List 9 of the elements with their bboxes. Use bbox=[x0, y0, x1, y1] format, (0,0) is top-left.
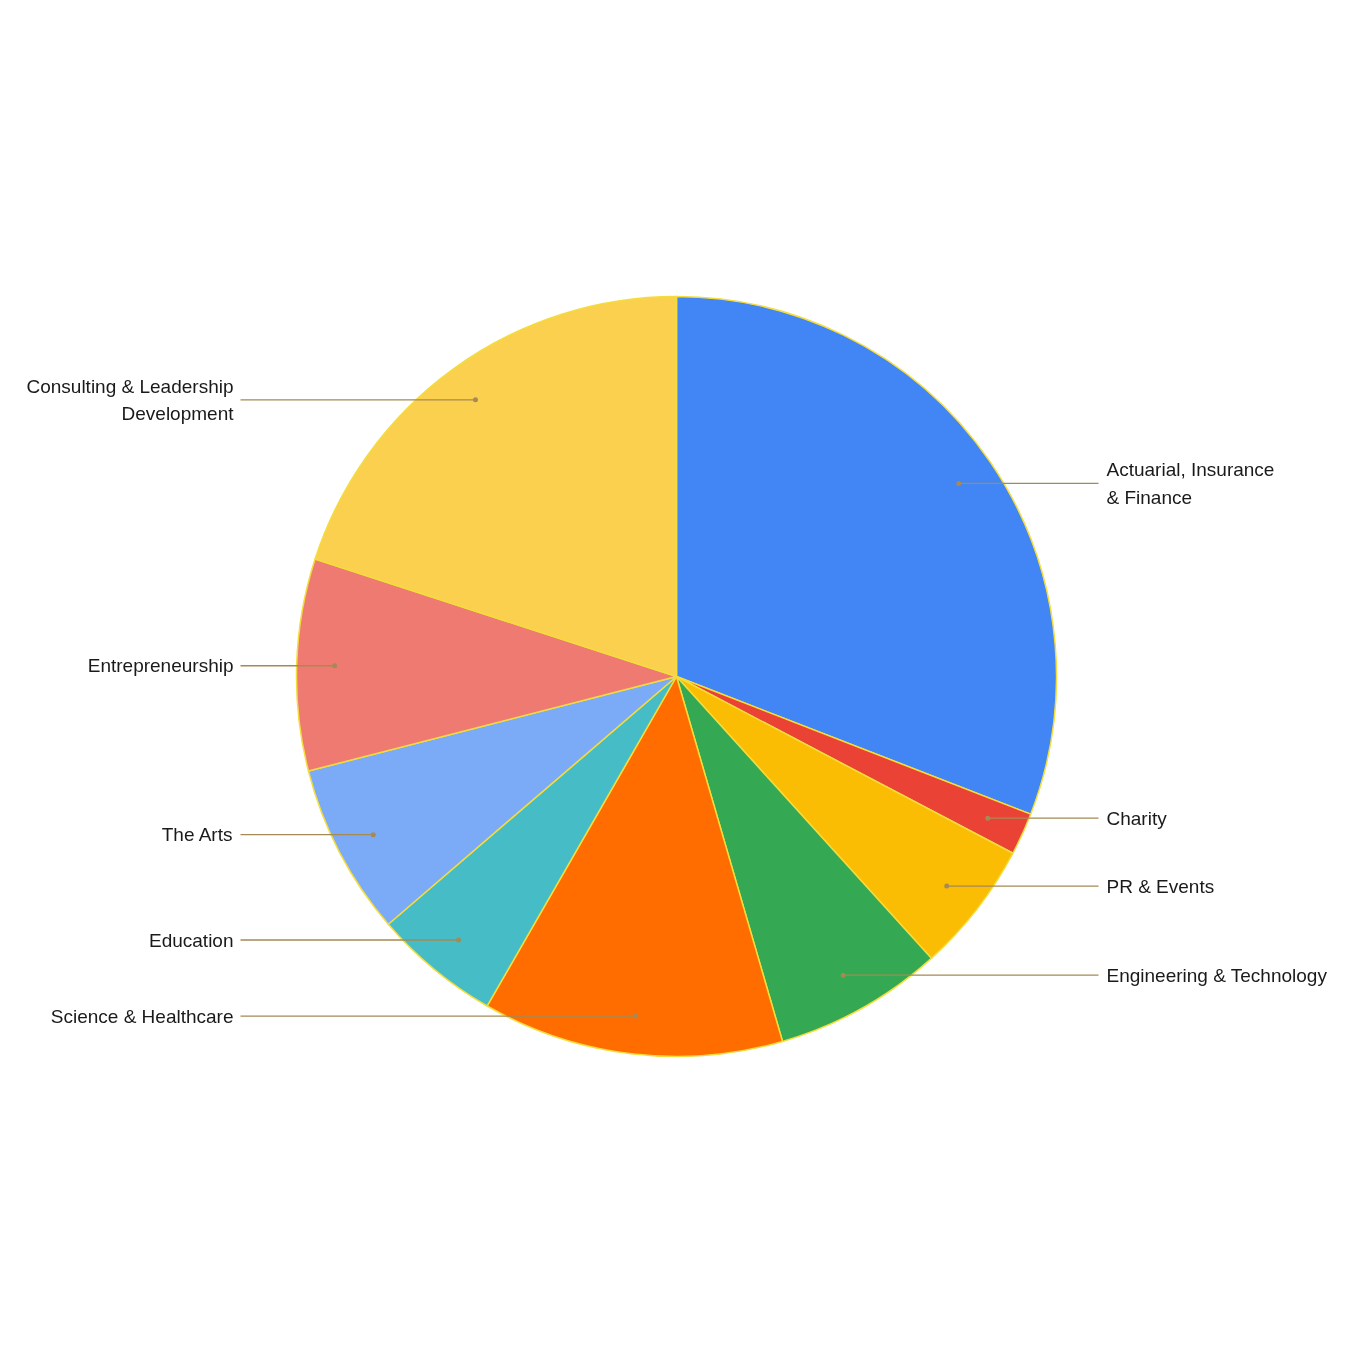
slice-label: Education bbox=[148, 929, 234, 951]
slice-label: Engineering & Technology bbox=[1106, 964, 1328, 986]
slice-label: Actuarial, Insurance & Finance bbox=[1106, 459, 1275, 508]
slice-label: Consulting & Leadership Development bbox=[26, 375, 235, 424]
slice-label: Entrepreneurship bbox=[87, 655, 234, 677]
slice-label: Science & Healthcare bbox=[50, 1005, 234, 1027]
slice-label: PR & Events bbox=[1106, 875, 1215, 897]
slice-label: Charity bbox=[1106, 807, 1168, 829]
slice-label: The Arts bbox=[161, 824, 233, 846]
